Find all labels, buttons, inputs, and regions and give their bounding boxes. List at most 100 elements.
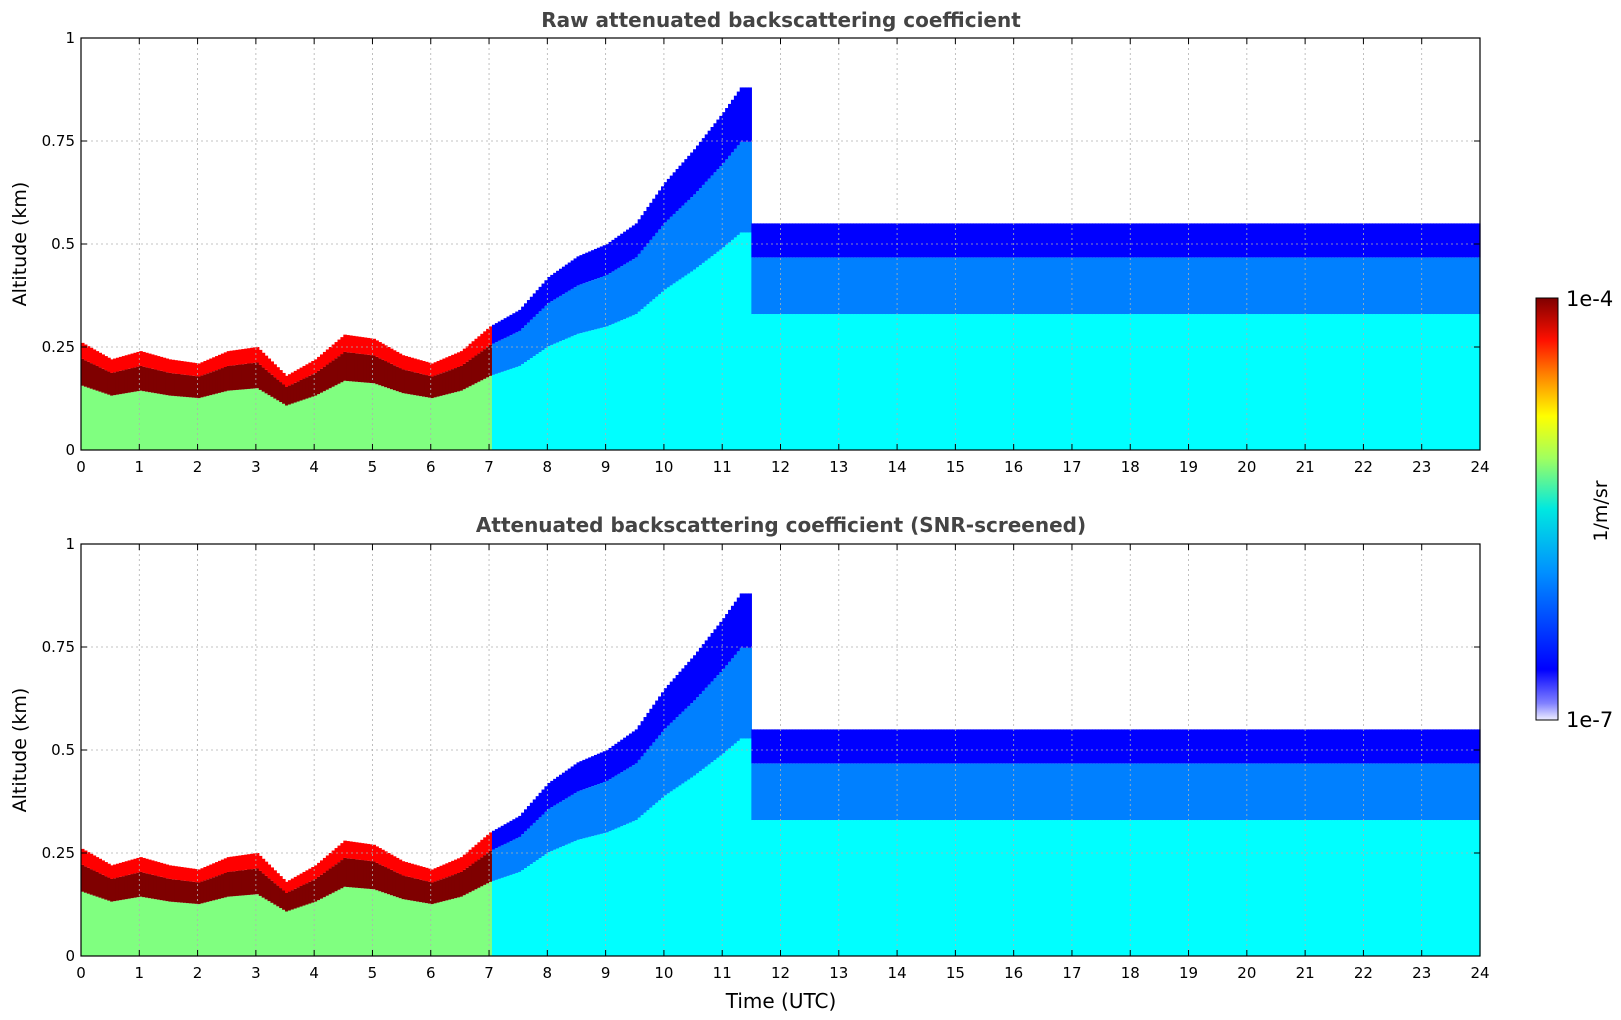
heatmap-cell xyxy=(1188,223,1193,258)
heatmap-cell xyxy=(1418,729,1423,764)
heatmap-cell xyxy=(934,729,939,764)
heatmap-cell xyxy=(92,855,97,871)
heatmap-cell xyxy=(1462,729,1467,764)
heatmap-cell xyxy=(614,775,618,829)
heatmap-cell xyxy=(1194,729,1198,764)
heatmap-cell xyxy=(465,346,470,362)
heatmap-cell xyxy=(538,817,543,859)
heatmap-cell xyxy=(357,842,362,860)
heatmap-cell xyxy=(681,205,685,278)
heatmap-cell xyxy=(424,375,429,398)
heatmap-cell xyxy=(879,729,884,764)
heatmap-cell xyxy=(212,371,216,395)
heatmap-cell xyxy=(273,870,277,884)
heatmap-cell xyxy=(86,893,91,956)
heatmap-cell xyxy=(1197,729,1201,764)
heatmap-cell xyxy=(340,860,344,889)
heatmap-cell xyxy=(343,334,347,352)
heatmap-cell xyxy=(617,741,621,774)
heatmap-cell xyxy=(1418,314,1423,450)
heatmap-cell xyxy=(293,888,298,909)
heatmap-cell xyxy=(142,872,146,898)
heatmap-cell xyxy=(1214,314,1219,450)
heatmap-cell xyxy=(448,899,452,956)
heatmap-cell xyxy=(1060,820,1064,956)
heatmap-cell xyxy=(1360,820,1365,956)
heatmap-cell xyxy=(1357,820,1362,956)
heatmap-cell xyxy=(148,898,152,956)
heatmap-cell xyxy=(477,859,481,888)
heatmap-cell xyxy=(1299,314,1303,450)
x-tick-label: 22 xyxy=(1354,964,1373,982)
heatmap-cell xyxy=(637,311,642,450)
heatmap-cell xyxy=(646,712,650,750)
heatmap-cell xyxy=(1433,820,1437,956)
heatmap-cell xyxy=(1004,223,1009,258)
heatmap-cell xyxy=(1375,257,1379,315)
heatmap-cell xyxy=(1054,223,1058,258)
heatmap-cell xyxy=(1369,763,1373,821)
heatmap-cell xyxy=(964,763,968,821)
heatmap-cell xyxy=(902,223,907,258)
heatmap-cell xyxy=(325,895,330,956)
heatmap-cell xyxy=(588,330,592,450)
heatmap-cell xyxy=(774,763,779,821)
heatmap-cell xyxy=(1348,820,1353,956)
heatmap-cell xyxy=(658,735,662,801)
heatmap-cell xyxy=(81,358,85,386)
heatmap-cell xyxy=(943,729,948,764)
heatmap-cell xyxy=(229,365,234,391)
heatmap-cell xyxy=(1471,820,1475,956)
heatmap-cell xyxy=(640,215,645,251)
heatmap-cell xyxy=(1092,729,1096,764)
heatmap-cell xyxy=(1316,729,1321,764)
heatmap-cell xyxy=(360,860,365,889)
heatmap-cell xyxy=(1048,763,1053,821)
heatmap-cell xyxy=(395,391,400,450)
heatmap-cell xyxy=(162,900,167,956)
heatmap-cell xyxy=(1144,820,1149,956)
heatmap-cell xyxy=(1369,223,1373,258)
heatmap-cell xyxy=(628,766,633,823)
heatmap-cell xyxy=(809,763,814,821)
heatmap-cell xyxy=(1337,314,1341,450)
heatmap-cell xyxy=(1427,257,1432,315)
heatmap-cell xyxy=(110,865,114,879)
heatmap-cell xyxy=(1095,729,1099,764)
heatmap-cell xyxy=(1331,729,1335,764)
heatmap-cell xyxy=(795,223,799,258)
x-tick-label: 0 xyxy=(76,964,86,982)
heatmap-cell xyxy=(404,393,409,450)
heatmap-cell xyxy=(634,257,639,315)
heatmap-cell xyxy=(1331,314,1335,450)
heatmap-cell xyxy=(491,324,496,344)
heatmap-cell xyxy=(984,729,989,764)
heatmap-cell xyxy=(465,852,470,868)
heatmap-cell xyxy=(1302,820,1306,956)
heatmap-cell xyxy=(593,785,598,836)
heatmap-cell xyxy=(608,779,613,832)
heatmap-cell xyxy=(940,314,945,450)
heatmap-cell xyxy=(433,397,438,450)
heatmap-cell xyxy=(308,903,312,956)
heatmap-cell xyxy=(1424,820,1429,956)
heatmap-cell xyxy=(908,223,913,258)
heatmap-cell xyxy=(1007,257,1012,315)
heatmap-cell xyxy=(331,386,336,450)
heatmap-cell xyxy=(899,314,904,450)
heatmap-cell xyxy=(1270,257,1274,315)
heatmap-cell xyxy=(107,394,111,450)
heatmap-cell xyxy=(1264,763,1268,821)
heatmap-cell xyxy=(424,903,429,956)
heatmap-cell xyxy=(247,388,251,450)
heatmap-cell xyxy=(1121,820,1126,956)
heatmap-cell xyxy=(1281,763,1286,821)
heatmap-cell xyxy=(658,294,662,450)
heatmap-cell xyxy=(226,390,231,450)
heatmap-cell xyxy=(305,377,309,399)
heatmap-cell xyxy=(215,393,219,450)
heatmap-cell xyxy=(416,359,420,373)
heatmap-cell xyxy=(497,321,502,341)
heatmap-cell xyxy=(961,729,965,764)
heatmap-cell xyxy=(506,842,511,876)
